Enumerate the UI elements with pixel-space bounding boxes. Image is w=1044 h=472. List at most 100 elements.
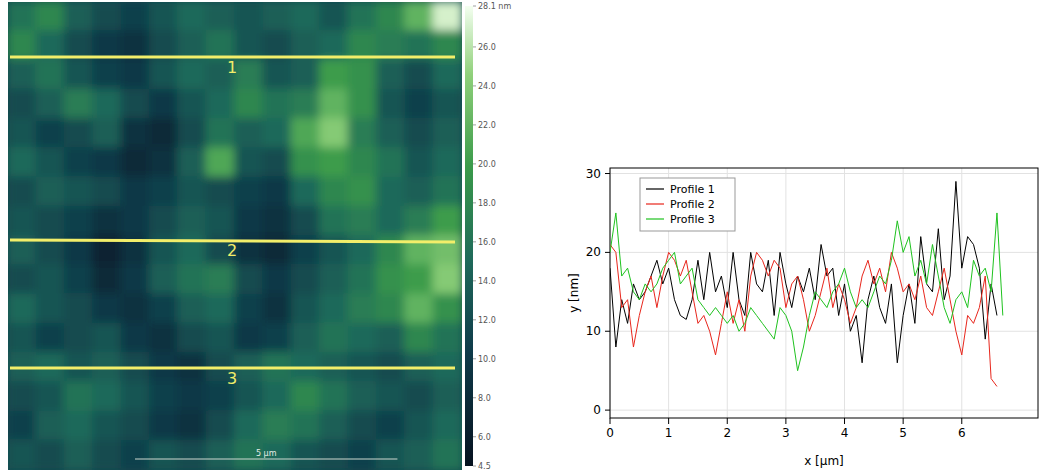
cell (234, 206, 264, 237)
cell (35, 206, 65, 237)
legend-swatch (646, 203, 664, 204)
cell (8, 294, 37, 325)
cell (433, 60, 462, 91)
cell (376, 177, 406, 208)
colorbar-label: 28.1 nm (478, 2, 511, 11)
cell (35, 89, 65, 120)
colorbar-label: 8.0 (478, 394, 491, 403)
cell (206, 177, 236, 208)
cell (262, 60, 292, 91)
cell (319, 294, 349, 325)
cell (234, 147, 264, 178)
cell (8, 2, 37, 32)
cell (404, 206, 434, 237)
cell (262, 2, 292, 32)
x-tick-label: 0 (606, 426, 614, 440)
cell (8, 264, 37, 295)
cell (64, 2, 94, 32)
cell (149, 147, 179, 178)
x-tick-label: 2 (723, 426, 731, 440)
cell (121, 294, 151, 325)
colorbar-tick (473, 358, 476, 359)
cell (92, 323, 122, 354)
cell (262, 177, 292, 208)
cell (64, 381, 94, 412)
x-tick-label: 3 (782, 426, 790, 440)
cell (433, 147, 462, 178)
cell (64, 60, 94, 91)
cell (92, 440, 122, 470)
cell (376, 411, 406, 442)
colorbar-tick (473, 319, 476, 320)
colorbar-tick (473, 280, 476, 281)
grid-y (610, 331, 1038, 332)
cell (404, 323, 434, 354)
cell (35, 294, 65, 325)
cell (149, 411, 179, 442)
profile-label: 3 (227, 369, 237, 388)
cell (121, 118, 151, 149)
cell (92, 294, 122, 325)
figure: 1235 µm4.56.08.010.012.014.016.018.020.0… (0, 0, 1044, 472)
colorbar-label: 26.0 (478, 43, 496, 52)
cell (433, 235, 462, 266)
cell (319, 235, 349, 266)
cell (404, 235, 434, 266)
cell (262, 89, 292, 120)
cell (262, 411, 292, 442)
cell (64, 323, 94, 354)
cell (404, 440, 434, 470)
cell (206, 89, 236, 120)
cell (404, 60, 434, 91)
legend-swatch (646, 218, 664, 219)
cell (433, 323, 462, 354)
cell (35, 60, 65, 91)
cell (404, 2, 434, 32)
cell (149, 206, 179, 237)
cell (291, 206, 321, 237)
cell (8, 440, 37, 470)
cell (404, 411, 434, 442)
cell (121, 411, 151, 442)
cell (291, 323, 321, 354)
y-tick-label: 20 (586, 245, 601, 259)
cell (92, 2, 122, 32)
cell (262, 206, 292, 237)
cell (8, 206, 37, 237)
x-tick (961, 418, 962, 424)
cell (348, 294, 378, 325)
cell (177, 294, 207, 325)
legend-swatch (646, 188, 664, 189)
cell (376, 147, 406, 178)
colorbar-label: 24.0 (478, 82, 496, 91)
image-ground (8, 2, 462, 470)
cell (35, 264, 65, 295)
cell (348, 177, 378, 208)
cell (35, 177, 65, 208)
y-tick-label: 10 (586, 324, 601, 338)
cell (404, 89, 434, 120)
cell (433, 264, 462, 295)
cell (234, 89, 264, 120)
cell (433, 89, 462, 120)
cell (348, 381, 378, 412)
cell (121, 440, 151, 470)
cell (234, 294, 264, 325)
y-tick (605, 410, 610, 411)
cell (92, 177, 122, 208)
cell (8, 60, 37, 91)
cell (8, 411, 37, 442)
cell (404, 264, 434, 295)
cell (291, 177, 321, 208)
cell (404, 177, 434, 208)
cell (35, 118, 65, 149)
colorbar-tick (473, 163, 476, 164)
cell (319, 206, 349, 237)
cell (376, 206, 406, 237)
profile-line-series (610, 213, 1003, 371)
x-tick (844, 418, 845, 424)
cell (149, 60, 179, 91)
colorbar-label: 4.5 (478, 462, 491, 471)
cell (121, 264, 151, 295)
cell (262, 323, 292, 354)
